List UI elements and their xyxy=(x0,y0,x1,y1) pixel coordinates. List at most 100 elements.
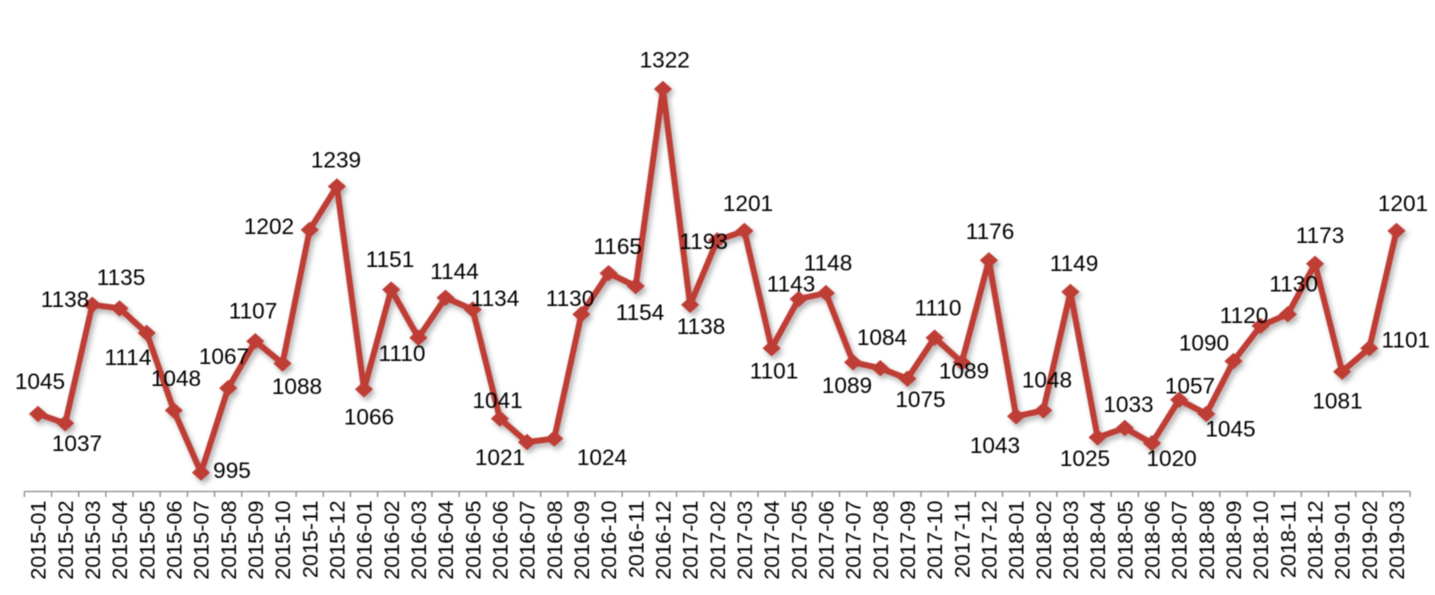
svg-text:1084: 1084 xyxy=(857,325,907,350)
svg-text:1107: 1107 xyxy=(229,299,278,324)
svg-text:1075: 1075 xyxy=(895,387,945,412)
svg-text:1193: 1193 xyxy=(679,229,728,254)
svg-text:1173: 1173 xyxy=(1296,223,1345,248)
svg-text:1041: 1041 xyxy=(472,388,522,413)
svg-text:1067: 1067 xyxy=(199,344,249,369)
svg-text:1021: 1021 xyxy=(475,445,525,470)
svg-text:1089: 1089 xyxy=(939,359,989,384)
svg-text:1138: 1138 xyxy=(41,287,90,312)
svg-text:2017-11: 2017-11 xyxy=(949,501,974,579)
svg-text:1033: 1033 xyxy=(1103,392,1153,417)
svg-text:1135: 1135 xyxy=(97,265,146,290)
svg-text:2018-10: 2018-10 xyxy=(1248,501,1273,580)
svg-text:2016-12: 2016-12 xyxy=(651,501,676,580)
svg-text:2017-06: 2017-06 xyxy=(814,501,839,580)
svg-text:2016-01: 2016-01 xyxy=(352,501,377,580)
svg-text:2018-04: 2018-04 xyxy=(1085,501,1110,580)
svg-text:2016-03: 2016-03 xyxy=(406,501,431,580)
svg-text:2015-02: 2015-02 xyxy=(53,501,78,580)
svg-text:1134: 1134 xyxy=(471,286,520,311)
svg-text:1045: 1045 xyxy=(1205,417,1255,442)
svg-text:2019-03: 2019-03 xyxy=(1384,501,1409,580)
svg-text:1043: 1043 xyxy=(970,433,1020,458)
svg-text:2018-11: 2018-11 xyxy=(1275,501,1300,579)
svg-text:1130: 1130 xyxy=(546,286,595,311)
svg-text:1120: 1120 xyxy=(1220,303,1269,328)
svg-text:2015-03: 2015-03 xyxy=(80,501,105,580)
svg-text:1322: 1322 xyxy=(640,47,690,72)
svg-text:2015-11: 2015-11 xyxy=(297,501,322,579)
svg-text:2018-12: 2018-12 xyxy=(1303,501,1328,580)
svg-text:1066: 1066 xyxy=(344,405,394,430)
svg-text:1143: 1143 xyxy=(767,272,816,297)
svg-text:1176: 1176 xyxy=(966,219,1015,244)
svg-text:2017-09: 2017-09 xyxy=(895,501,920,580)
svg-text:2015-06: 2015-06 xyxy=(161,501,186,580)
svg-text:1154: 1154 xyxy=(616,300,665,325)
svg-text:2016-08: 2016-08 xyxy=(542,501,567,580)
svg-text:1081: 1081 xyxy=(1312,389,1362,414)
svg-text:1025: 1025 xyxy=(1060,446,1110,471)
svg-text:2015-09: 2015-09 xyxy=(243,501,268,580)
svg-text:1020: 1020 xyxy=(1146,446,1196,471)
svg-text:2018-07: 2018-07 xyxy=(1167,501,1192,580)
svg-text:1101: 1101 xyxy=(1382,328,1431,353)
svg-text:2017-10: 2017-10 xyxy=(922,501,947,580)
svg-text:1138: 1138 xyxy=(677,314,726,339)
svg-text:1148: 1148 xyxy=(804,250,853,275)
svg-text:2016-04: 2016-04 xyxy=(433,501,458,580)
svg-text:2015-12: 2015-12 xyxy=(325,501,350,580)
svg-text:1024: 1024 xyxy=(577,445,627,470)
svg-text:1048: 1048 xyxy=(1022,368,1072,393)
svg-text:2017-08: 2017-08 xyxy=(868,501,893,580)
svg-text:1037: 1037 xyxy=(52,431,102,456)
svg-text:2018-09: 2018-09 xyxy=(1221,501,1246,580)
svg-text:2017-12: 2017-12 xyxy=(977,501,1002,580)
svg-text:1110: 1110 xyxy=(915,295,962,320)
svg-text:1101: 1101 xyxy=(750,359,799,384)
svg-text:1165: 1165 xyxy=(593,234,642,259)
svg-text:2017-05: 2017-05 xyxy=(786,501,811,580)
svg-text:2015-10: 2015-10 xyxy=(270,501,295,580)
svg-text:1048: 1048 xyxy=(151,366,201,391)
svg-text:1090: 1090 xyxy=(1179,331,1229,356)
svg-text:1151: 1151 xyxy=(366,247,415,272)
svg-text:1057: 1057 xyxy=(1165,374,1215,399)
svg-text:1045: 1045 xyxy=(15,369,65,394)
svg-text:1239: 1239 xyxy=(311,148,361,173)
svg-text:2018-02: 2018-02 xyxy=(1031,501,1056,580)
svg-text:2016-09: 2016-09 xyxy=(569,501,594,580)
svg-text:1201: 1201 xyxy=(723,191,773,216)
svg-text:1149: 1149 xyxy=(1050,251,1099,276)
svg-text:2019-01: 2019-01 xyxy=(1330,501,1355,580)
svg-text:2015-01: 2015-01 xyxy=(26,501,51,580)
svg-text:1088: 1088 xyxy=(272,374,322,399)
svg-text:2015-04: 2015-04 xyxy=(107,501,132,580)
svg-text:2018-05: 2018-05 xyxy=(1112,501,1137,580)
svg-text:2019-02: 2019-02 xyxy=(1357,501,1382,580)
svg-text:2015-05: 2015-05 xyxy=(134,501,159,580)
svg-text:2017-01: 2017-01 xyxy=(678,501,703,580)
svg-text:2018-01: 2018-01 xyxy=(1004,501,1029,580)
svg-text:2018-03: 2018-03 xyxy=(1058,501,1083,580)
svg-text:2017-02: 2017-02 xyxy=(705,501,730,580)
svg-text:1202: 1202 xyxy=(244,214,294,239)
svg-text:1130: 1130 xyxy=(1269,272,1318,297)
svg-text:2016-11: 2016-11 xyxy=(623,501,648,579)
svg-text:2017-04: 2017-04 xyxy=(759,501,784,580)
svg-text:1144: 1144 xyxy=(430,259,479,284)
svg-text:995: 995 xyxy=(213,458,251,483)
svg-text:1110: 1110 xyxy=(379,341,426,366)
svg-text:2017-07: 2017-07 xyxy=(841,501,866,580)
svg-text:2015-08: 2015-08 xyxy=(216,501,241,580)
svg-text:2018-06: 2018-06 xyxy=(1140,501,1165,580)
svg-text:2016-06: 2016-06 xyxy=(488,501,513,580)
svg-text:2017-03: 2017-03 xyxy=(732,501,757,580)
svg-text:1114: 1114 xyxy=(105,345,152,370)
svg-text:1089: 1089 xyxy=(822,373,872,398)
svg-text:2016-02: 2016-02 xyxy=(379,501,404,580)
svg-text:2015-07: 2015-07 xyxy=(189,501,214,580)
svg-text:2018-08: 2018-08 xyxy=(1194,501,1219,580)
svg-text:2016-07: 2016-07 xyxy=(515,501,540,580)
svg-text:2016-05: 2016-05 xyxy=(460,501,485,580)
